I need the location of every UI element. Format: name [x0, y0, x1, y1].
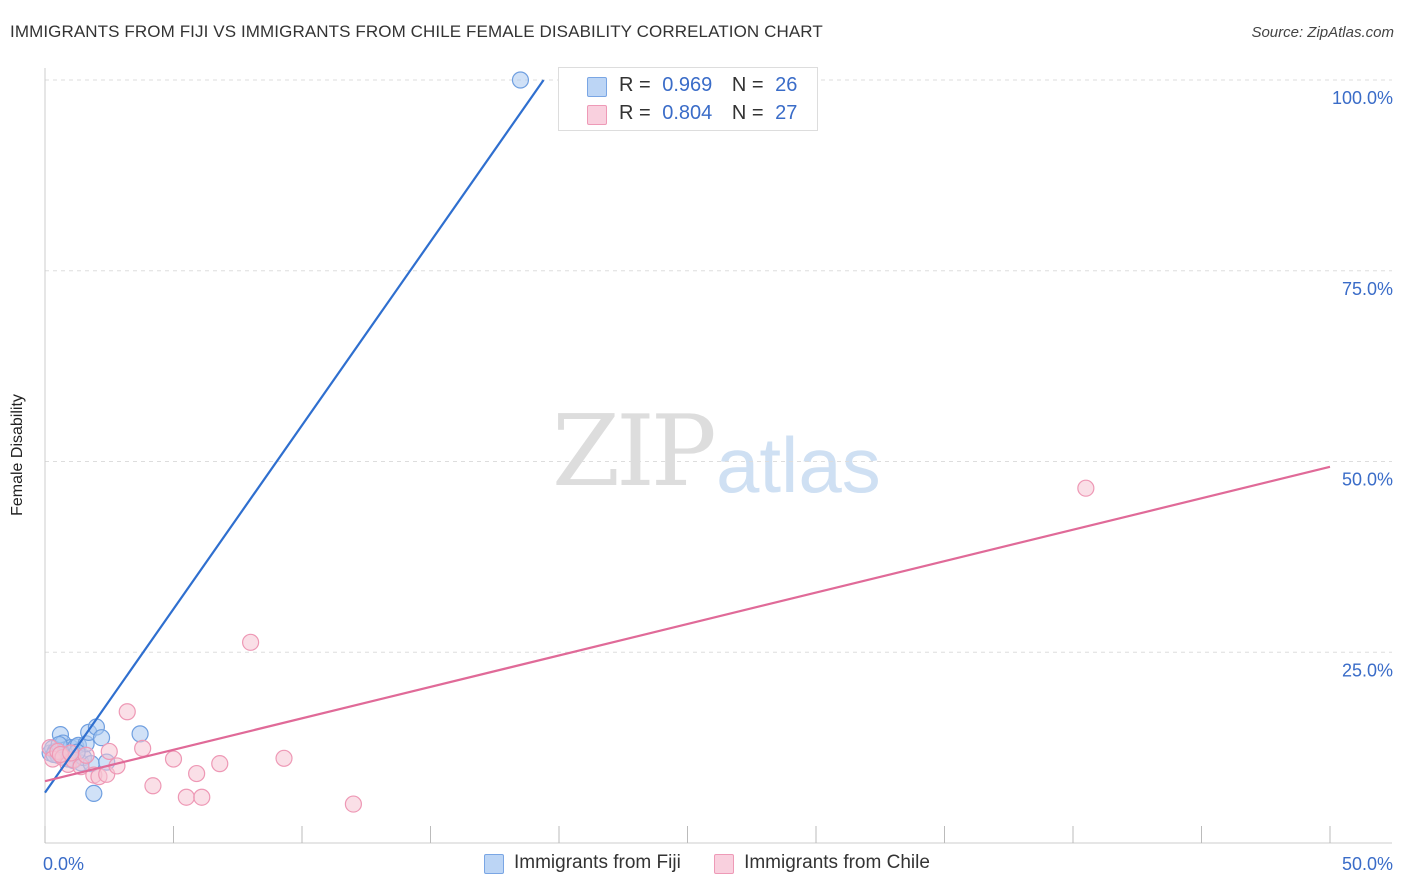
series-legend-label-fiji: Immigrants from Fiji: [514, 852, 681, 873]
watermark-atlas: atlas: [716, 421, 881, 509]
series-legend-fiji: Immigrants from Fiji: [484, 852, 681, 874]
data-point-fiji: [131, 725, 149, 743]
series-legend-swatch-chile: [714, 854, 735, 874]
y-tick-label: 100.0%: [1332, 88, 1393, 108]
data-point-chile: [164, 750, 183, 768]
correlation-legend: R = 0.969 N = 26 R = 0.804 N = 27: [558, 67, 818, 131]
legend-text-fiji: R = 0.969 N = 26: [619, 74, 797, 97]
legend-r-label-chile: R =: [619, 102, 651, 124]
legend-n-value-fiji: 26: [775, 74, 798, 96]
legend-n-label-chile: N =: [731, 102, 764, 124]
series-legend: Immigrants from Fiji Immigrants from Chi…: [484, 852, 958, 874]
legend-r-value-fiji: 0.969: [662, 74, 713, 96]
data-point-chile: [211, 755, 229, 773]
chart-title: IMMIGRANTS FROM FIJI VS IMMIGRANTS FROM …: [10, 22, 823, 41]
data-point-chile: [100, 742, 118, 761]
data-point-chile: [1077, 479, 1095, 497]
series-legend-chile: Immigrants from Chile: [714, 852, 930, 874]
source-attribution: Source: ZipAtlas.com: [1251, 24, 1394, 41]
trendline-chile: [44, 465, 1331, 783]
data-point-chile: [193, 788, 211, 806]
x-tick-label: 0.0%: [43, 854, 84, 874]
data-point-chile: [77, 746, 95, 764]
data-point-chile: [144, 777, 162, 795]
y-tick-label: 25.0%: [1342, 660, 1393, 680]
data-point-chile: [134, 739, 152, 757]
legend-n-value-chile: 27: [775, 102, 798, 124]
series-legend-swatch-fiji: [484, 854, 504, 874]
data-point-chile: [344, 795, 362, 813]
data-point-fiji: [92, 729, 111, 747]
data-point-chile: [177, 788, 195, 806]
data-point-fiji: [85, 784, 103, 803]
legend-n-label-fiji: N =: [731, 74, 764, 96]
legend-swatch-fiji: [587, 77, 607, 97]
y-tick-label: 50.0%: [1342, 470, 1393, 490]
legend-r-label-fiji: R =: [619, 74, 651, 96]
data-point-chile: [188, 764, 206, 783]
series-legend-label-chile: Immigrants from Chile: [744, 852, 930, 873]
data-point-fiji: [511, 71, 530, 89]
watermark-zip: ZIP: [552, 395, 717, 509]
x-tick-label: 50.0%: [1342, 854, 1393, 874]
trendline-fiji: [44, 79, 545, 794]
data-point-chile: [275, 749, 293, 767]
legend-r-value-chile: 0.804: [662, 102, 713, 124]
legend-swatch-chile: [587, 105, 607, 125]
legend-text-chile: R = 0.804 N = 27: [619, 102, 797, 125]
y-tick-label: 75.0%: [1342, 279, 1393, 299]
y-axis-label: Female Disability: [9, 394, 26, 516]
data-point-chile: [242, 633, 260, 651]
data-point-chile: [118, 703, 136, 721]
